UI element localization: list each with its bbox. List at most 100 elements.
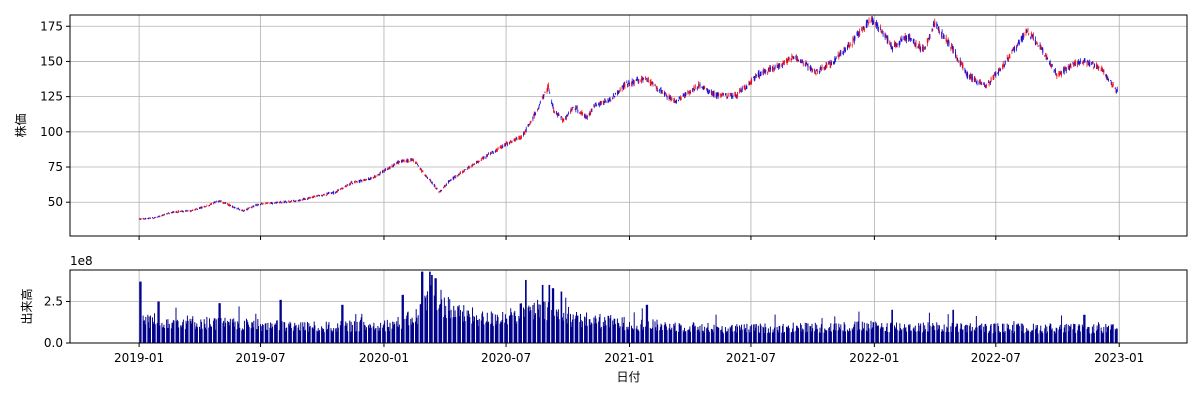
candle-body xyxy=(1061,71,1063,76)
volume-bar xyxy=(903,327,905,343)
volume-bar xyxy=(633,329,635,343)
volume-bar xyxy=(204,323,206,343)
volume-bar xyxy=(317,331,319,343)
candle-body xyxy=(511,141,513,143)
volume-bar xyxy=(496,314,498,343)
candle-body xyxy=(410,159,412,161)
candle-body xyxy=(589,111,591,114)
candle-body xyxy=(758,72,760,76)
candle-body xyxy=(1077,60,1079,65)
volume-bar xyxy=(857,321,859,343)
candle-body xyxy=(1028,33,1030,35)
volume-bar xyxy=(241,328,243,343)
candle-body xyxy=(372,177,374,179)
candle-body xyxy=(401,160,403,163)
candle-body xyxy=(308,197,310,199)
candle-body xyxy=(166,213,168,215)
candle-body xyxy=(1073,62,1075,66)
candle-body xyxy=(361,180,363,182)
candle-body xyxy=(318,195,320,197)
volume-bar xyxy=(233,326,235,343)
volume-bar xyxy=(1054,331,1056,343)
candle-body xyxy=(598,104,600,105)
candle-body xyxy=(486,155,488,157)
candle-body xyxy=(557,114,559,115)
candle-body xyxy=(257,204,259,206)
candle-body xyxy=(800,61,802,63)
volume-bar xyxy=(1093,324,1095,343)
volume-bar xyxy=(589,319,591,343)
candle-body xyxy=(715,93,717,97)
volume-bar xyxy=(467,316,469,343)
candle-body xyxy=(595,103,597,105)
candle-body xyxy=(871,19,873,22)
candle-body xyxy=(680,98,682,100)
volume-bar xyxy=(267,322,269,343)
volume-bar xyxy=(811,323,813,343)
volume-bar xyxy=(1065,323,1067,343)
candle-body xyxy=(1016,47,1018,49)
candle-body xyxy=(210,204,212,205)
volume-bar xyxy=(148,316,150,343)
volume-bar xyxy=(229,318,231,343)
volume-bar xyxy=(820,324,822,343)
volume-bar xyxy=(222,322,224,343)
candle-body xyxy=(363,179,365,181)
volume-bar xyxy=(1081,324,1083,343)
volume-bar xyxy=(1055,333,1056,343)
candle-body xyxy=(579,112,581,114)
candle-body xyxy=(1069,66,1071,69)
candle-body xyxy=(280,201,282,203)
volume-bar xyxy=(237,321,239,343)
volume-bar xyxy=(962,329,964,343)
volume-bar xyxy=(177,321,179,343)
candle-body xyxy=(241,210,243,211)
volume-bar xyxy=(1021,331,1023,343)
volume-bar xyxy=(767,328,769,343)
candle-body xyxy=(605,101,607,103)
candle-body xyxy=(143,218,145,220)
volume-bar xyxy=(486,312,488,343)
candle-body xyxy=(576,106,578,109)
volume-bar xyxy=(798,328,800,343)
volume-bar xyxy=(654,321,656,343)
volume-bar xyxy=(694,325,696,343)
candle-body xyxy=(710,90,712,94)
candle-body xyxy=(192,209,194,211)
candle-body xyxy=(730,94,732,98)
volume-bar xyxy=(1041,330,1043,343)
volume-bar xyxy=(640,324,642,343)
candle-body xyxy=(612,94,614,96)
volume-bar xyxy=(139,281,141,343)
volume-bar xyxy=(933,325,935,343)
volume-bar xyxy=(1008,330,1010,343)
candle-body xyxy=(317,195,319,197)
volume-bar xyxy=(802,328,804,343)
candle-body xyxy=(734,93,736,95)
candle-body xyxy=(391,165,393,168)
candle-body xyxy=(1082,61,1084,63)
volume-bar xyxy=(523,309,525,343)
volume-bar xyxy=(1060,329,1062,343)
candle-body xyxy=(543,94,545,96)
candle-body xyxy=(485,157,487,158)
volume-bar xyxy=(865,330,867,343)
candle-body xyxy=(435,187,437,189)
candle-body xyxy=(327,193,329,194)
volume-bar xyxy=(1026,328,1028,343)
volume-bar xyxy=(323,332,325,343)
volume-bar xyxy=(302,326,304,343)
volume-bar xyxy=(1097,322,1099,343)
candle-body xyxy=(985,85,987,87)
candle-body xyxy=(904,37,906,39)
volume-bar xyxy=(1045,333,1047,343)
x-tick-label: 2020-07 xyxy=(481,351,531,365)
candle-body xyxy=(1002,65,1004,68)
candle-body xyxy=(477,162,479,164)
candle-body xyxy=(796,56,798,60)
volume-bar xyxy=(689,326,691,343)
candle-body xyxy=(528,124,530,126)
volume-bar xyxy=(586,312,588,343)
volume-bar xyxy=(209,318,211,343)
candle-body xyxy=(669,97,671,100)
